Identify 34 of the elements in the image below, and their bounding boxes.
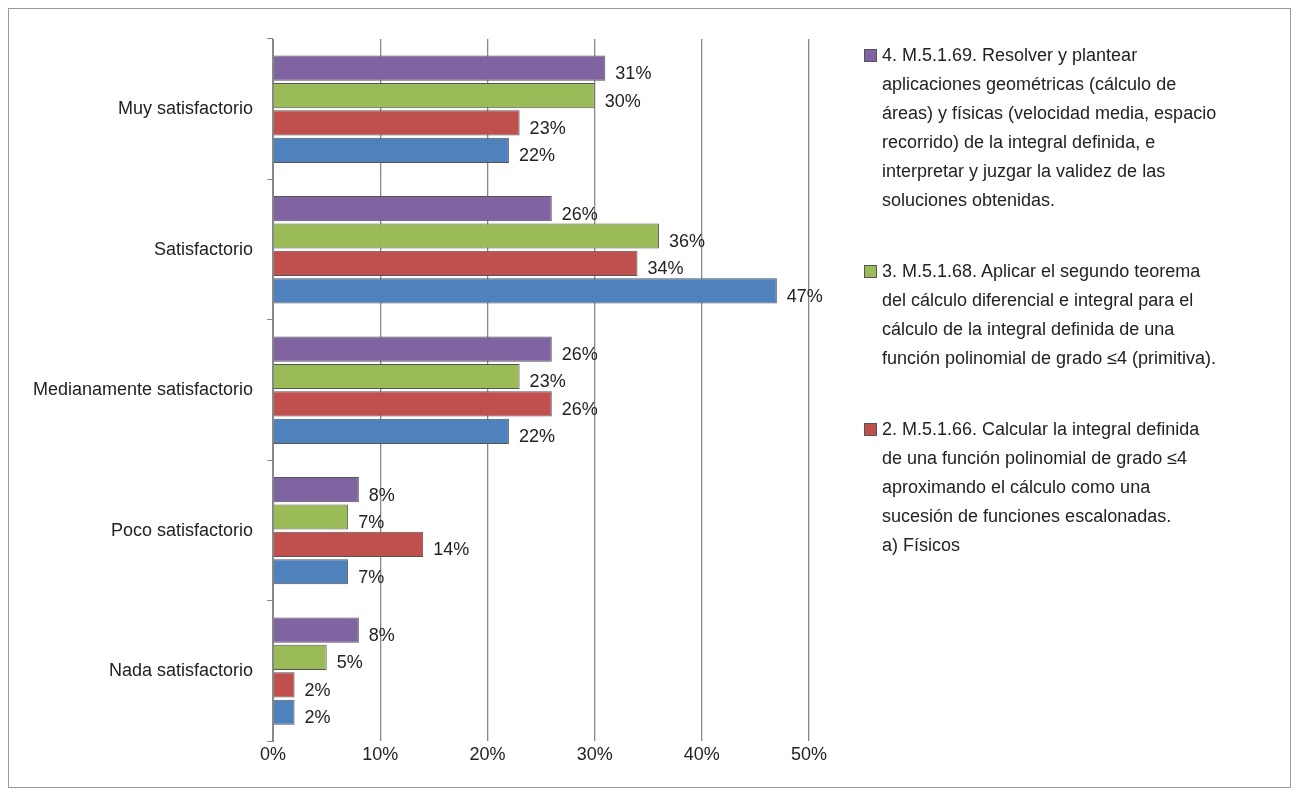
data-label: 5% [336,652,363,673]
y-tick-label: Medianamente satisfactorio [32,379,254,400]
x-tick-label: 10% [362,744,399,765]
legend-label: 2. M.5.1.66. Calcular la integral definida de una función polinomial de grado ≤4 aproximando el cálculo como una sucesión de funciones escalonadas. a) Físicos [882,418,1201,557]
data-label: 8% [368,484,395,505]
data-label: 34% [647,258,684,279]
data-label: 8% [368,625,395,646]
data-label: 7% [358,511,385,532]
data-label: 23% [529,371,566,392]
data-label: 26% [561,398,598,419]
data-label: 22% [518,145,555,166]
data-label: 2% [304,707,331,728]
y-tick-label: Muy satisfactorio [118,98,254,119]
data-label: 26% [561,344,598,365]
y-tick-label: Satisfactorio [154,238,254,259]
legend-label: 3. M.5.1.68. Aplicar el segundo teorema del cálculo diferencial e integral para el cálculo de la integral definida de una función polinomial de grado ≤4 (primitiva). [882,260,1218,370]
data-label: 36% [668,230,705,251]
x-tick-label: 40% [683,744,720,765]
data-label: 2% [304,679,331,700]
x-tick-label: 50% [790,744,828,765]
data-label: 26% [561,203,598,224]
data-label: 23% [529,117,566,138]
data-label: 22% [518,426,555,447]
data-label: 31% [615,63,652,84]
data-label: 7% [358,566,385,587]
x-tick-label: 20% [469,744,506,765]
x-tick-label: 0% [260,744,287,765]
data-label: 47% [786,285,823,306]
y-tick-label: Nada satisfactorio [109,660,254,681]
legend-label: 4. M.5.1.69. Resolver y plantear aplicaciones geométricas (cálculo de áreas) y físicas (velocidad media, espacio recorrido) de la integral definida, e interpretar y juzgar la validez de las soluciones obtenidas. [882,44,1218,212]
data-label: 14% [433,539,470,560]
x-tick-label: 30% [576,744,613,765]
data-label: 30% [604,90,641,111]
y-tick-label: Poco satisfactorio [111,519,254,540]
